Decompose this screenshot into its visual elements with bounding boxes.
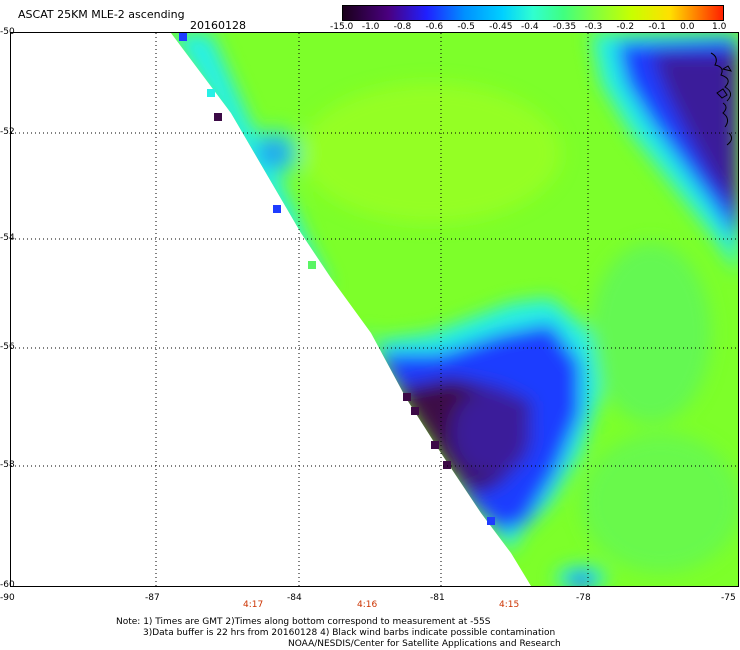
colorbar-label: -0.8 (393, 22, 412, 32)
lon-label: -84 (287, 593, 302, 603)
lon-label: -75 (721, 593, 736, 603)
swath-map (10, 32, 739, 587)
lat-label: -60 (0, 580, 15, 590)
lon-label: -81 (430, 593, 445, 603)
note-line-3: NOAA/NESDIS/Center for Satellite Applica… (288, 639, 561, 649)
colorbar-label: -0.6 (425, 22, 444, 32)
colorbar-label: -0.35 (552, 22, 577, 32)
colorbar-label: -0.5 (457, 22, 475, 32)
note-line-2: 3)Data buffer is 22 hrs from 20160128 4)… (143, 628, 556, 638)
map-title: ASCAT 25KM MLE-2 ascending (18, 8, 185, 21)
coastline (710, 52, 733, 146)
colorbar-label: 0.0 (680, 22, 695, 32)
colorbar-label: -1.0 (361, 22, 380, 32)
colorbar-label: -0.2 (616, 22, 635, 32)
time-label: 4:15 (499, 600, 520, 610)
colorbar-gradient (343, 6, 723, 20)
lat-label: -54 (0, 233, 15, 243)
colorbar-label: -0.3 (584, 22, 603, 32)
colorbar-label: -0.4 (521, 22, 539, 32)
colorbar-label: 1.0 (712, 22, 727, 32)
time-label: 4:16 (357, 600, 378, 610)
lon-label: -78 (576, 593, 591, 603)
time-label: 4:17 (243, 600, 264, 610)
graticule (11, 33, 738, 586)
colorbar-label: -0.1 (648, 22, 666, 32)
lat-label: -56 (0, 342, 15, 352)
swath-field (171, 33, 738, 586)
swath-svg (11, 33, 738, 586)
colorbar (342, 5, 724, 21)
lat-label: -52 (0, 127, 15, 137)
colorbar-label: -15.0 (330, 22, 354, 32)
lon-label: -90 (0, 593, 15, 603)
swath-edge-pixels (179, 33, 495, 525)
note-line-1: Note: 1) Times are GMT 2)Times along bot… (116, 617, 491, 627)
map-date: 20160128 (190, 19, 246, 32)
lat-label: -58 (0, 460, 15, 470)
lon-label: -87 (145, 593, 160, 603)
colorbar-label: -0.45 (489, 22, 513, 32)
lat-label: -50 (0, 27, 15, 37)
